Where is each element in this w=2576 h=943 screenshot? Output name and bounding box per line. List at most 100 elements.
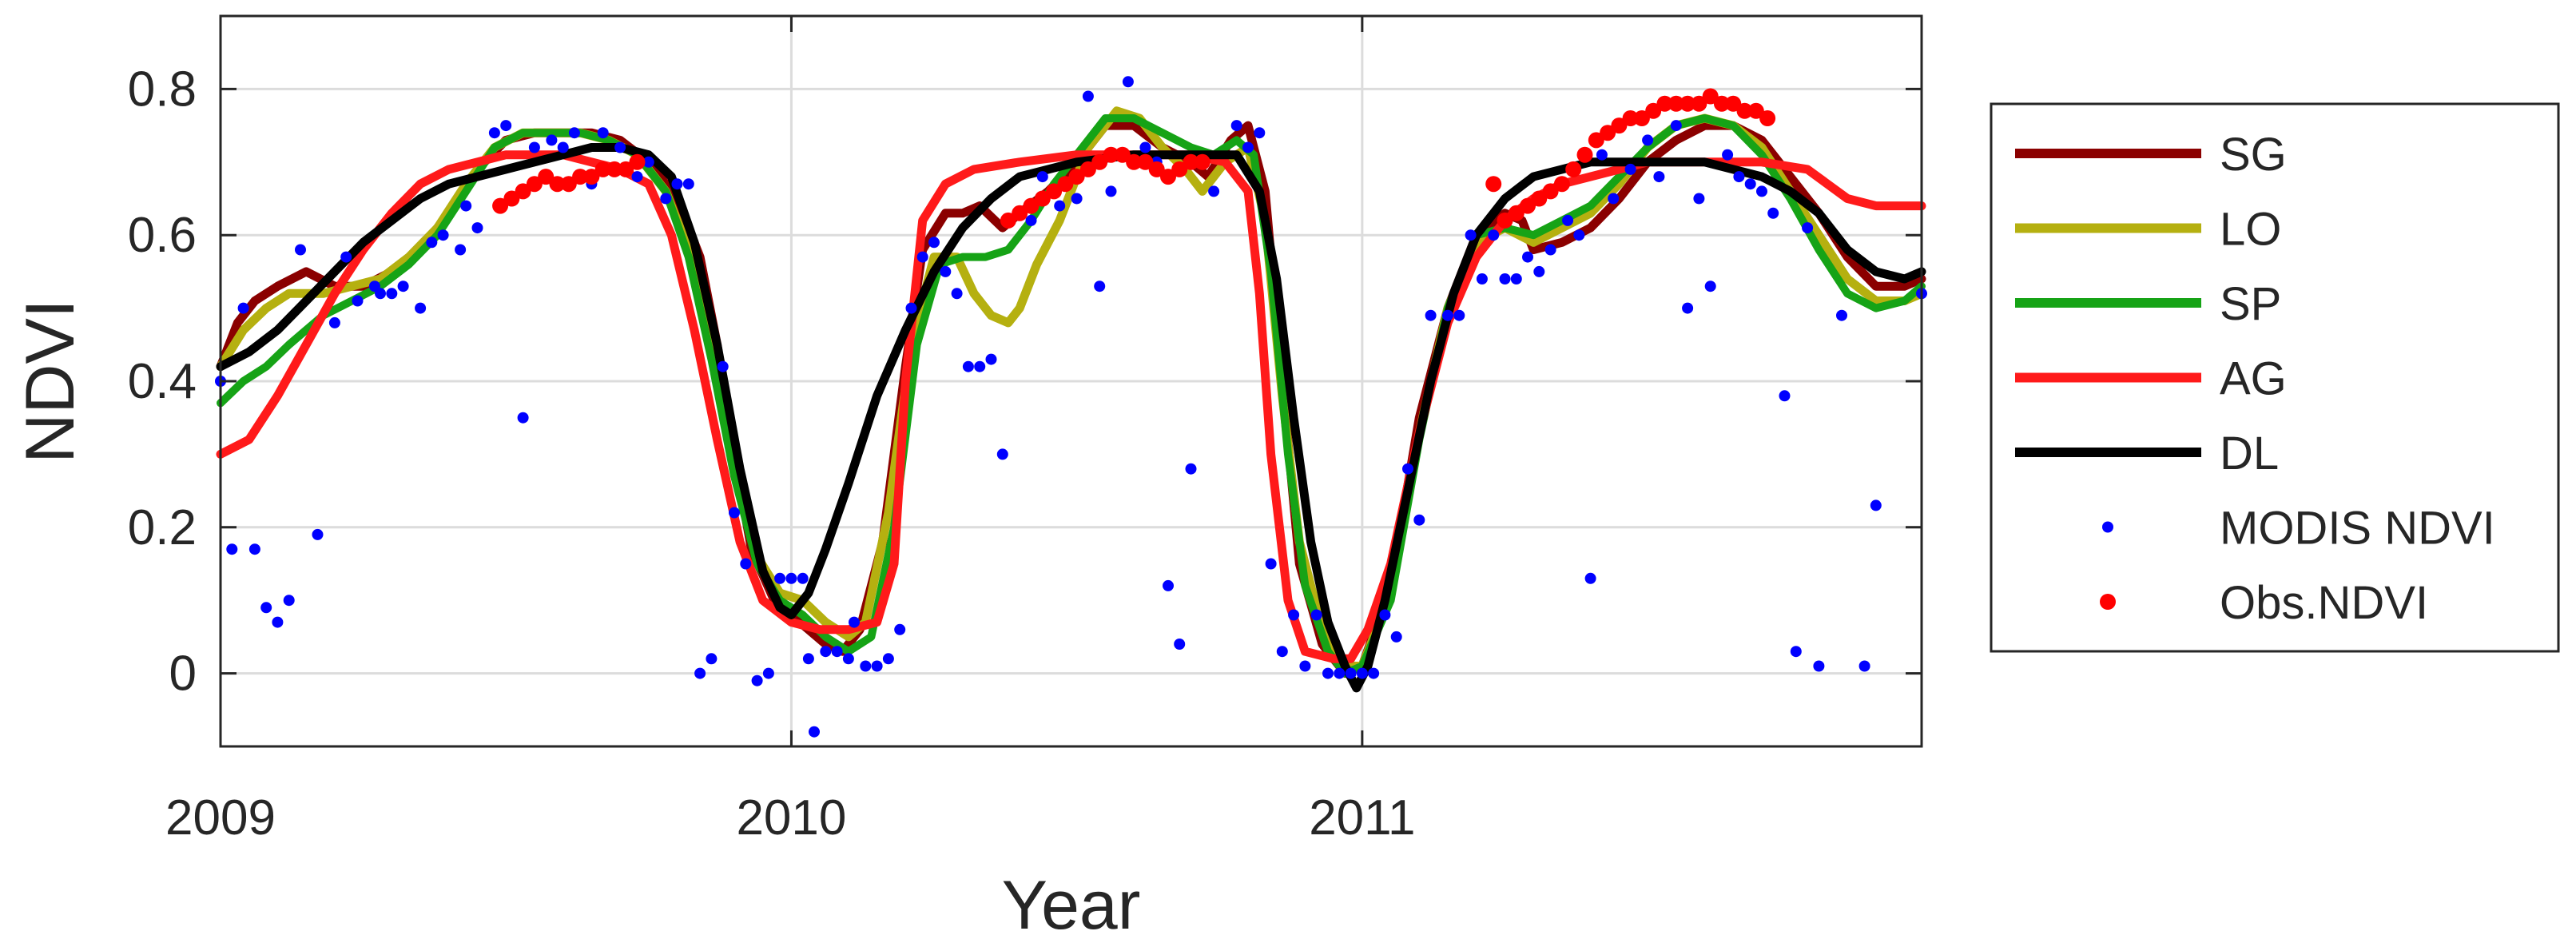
data-point [1497, 212, 1513, 229]
data-point [1185, 463, 1197, 475]
data-point [940, 265, 952, 277]
data-point [1310, 609, 1322, 621]
data-point [1230, 120, 1242, 132]
legend-entry-obs-ndvi: Obs.NDVI [2100, 577, 2428, 629]
data-point [1071, 193, 1083, 205]
data-point [809, 726, 820, 738]
data-point [1813, 660, 1825, 672]
grid-lines [219, 16, 1922, 746]
data-point [962, 360, 974, 372]
data-point [606, 161, 622, 177]
data-point [860, 660, 872, 672]
data-point [597, 127, 609, 139]
data-point [1531, 190, 1548, 207]
data-point [295, 244, 306, 256]
data-point [1390, 631, 1402, 643]
data-point [1508, 205, 1525, 221]
data-point [916, 251, 928, 263]
data-point [1565, 161, 1582, 177]
data-point [631, 171, 643, 183]
data-point [1265, 558, 1277, 570]
data-point [1553, 176, 1570, 193]
data-point [272, 616, 284, 628]
data-point [974, 360, 986, 372]
data-point [1736, 102, 1753, 119]
data-point [1068, 169, 1085, 185]
data-point [1046, 183, 1063, 200]
x-axis-title: Year [1002, 867, 1141, 943]
data-point [1368, 667, 1380, 679]
data-point [1023, 197, 1040, 214]
data-point [1870, 499, 1882, 511]
data-point [340, 251, 352, 263]
y-axis-title: NDVI [12, 299, 89, 463]
data-point [312, 528, 324, 540]
data-point [660, 193, 672, 205]
data-point [488, 127, 500, 139]
data-point [460, 200, 472, 212]
data-point [455, 244, 467, 256]
legend-entry-dl: DL [2015, 428, 2279, 479]
data-point [1148, 161, 1165, 177]
x-tick-label: 2011 [1309, 790, 1415, 846]
legend-entry-modis-ndvi: MODIS NDVI [2102, 503, 2495, 555]
data-point [546, 134, 558, 146]
data-point [1276, 646, 1288, 658]
data-point [1082, 90, 1094, 102]
data-point [549, 176, 566, 193]
data-point [1036, 171, 1048, 183]
legend-label: SG [2220, 129, 2287, 181]
data-point [694, 667, 706, 679]
data-point [729, 507, 740, 519]
data-point [671, 178, 683, 190]
data-point [1171, 161, 1188, 177]
data-point [1668, 95, 1684, 112]
data-point [1722, 149, 1734, 161]
data-point [1790, 646, 1802, 658]
data-point [1562, 214, 1574, 226]
data-point [1057, 176, 1074, 193]
data-point [283, 595, 295, 607]
data-point [260, 602, 272, 614]
legend-swatch [2102, 521, 2113, 533]
data-point [352, 295, 364, 307]
data-point [1858, 660, 1870, 672]
legend-label: DL [2220, 428, 2279, 479]
data-point [1653, 171, 1665, 183]
data-point [1322, 667, 1334, 679]
data-point [1174, 639, 1186, 650]
x-tick-label: 2010 [736, 790, 846, 846]
data-point [237, 302, 249, 314]
data-point [538, 169, 555, 185]
data-point [682, 178, 694, 190]
data-point [802, 653, 814, 665]
data-point [1114, 146, 1131, 163]
series-line-sg [216, 121, 1926, 678]
data-point [415, 302, 427, 314]
data-point [1413, 514, 1425, 526]
data-point [1160, 169, 1176, 185]
data-point [831, 646, 843, 658]
data-point [1744, 178, 1756, 190]
legend-entry-sg: SG [2015, 129, 2287, 181]
data-point [1510, 273, 1522, 284]
data-point [1442, 309, 1453, 321]
data-point [1183, 153, 1199, 170]
data-point [797, 572, 809, 584]
data-point [500, 120, 512, 132]
data-point [1163, 579, 1174, 591]
legend-label: MODIS NDVI [2220, 503, 2495, 555]
data-point [1756, 185, 1767, 197]
data-point [1656, 95, 1673, 112]
data-point [557, 141, 569, 153]
data-point [528, 141, 540, 153]
data-point [1254, 127, 1266, 139]
data-point [328, 316, 340, 328]
data-point [1584, 572, 1596, 584]
data-point [1611, 117, 1628, 134]
data-point [871, 660, 883, 672]
data-point [1576, 146, 1593, 163]
axis-ticks: 0 0.2 0.4 0.6 0.8 2009 2010 2011 [128, 16, 1922, 846]
data-point [1242, 141, 1254, 153]
